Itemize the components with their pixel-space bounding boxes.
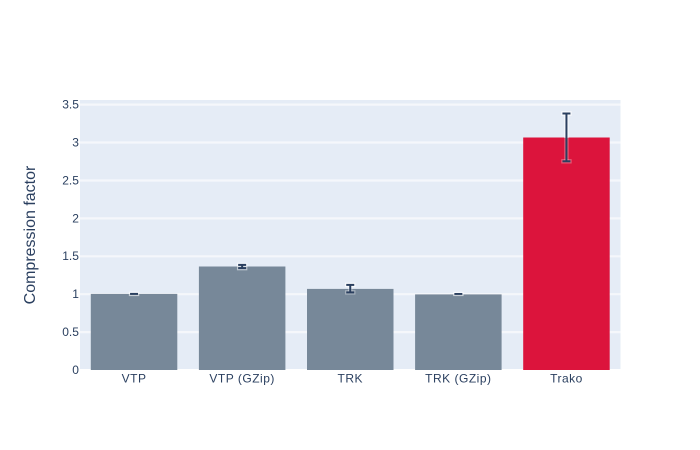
svg-text:3: 3 (72, 135, 79, 149)
svg-text:Compression factor: Compression factor (22, 165, 39, 304)
svg-text:1: 1 (72, 287, 79, 301)
svg-text:2: 2 (72, 211, 79, 225)
svg-text:TRK: TRK (338, 372, 364, 386)
svg-text:3.5: 3.5 (62, 98, 79, 112)
svg-text:TRK (GZip): TRK (GZip) (425, 372, 491, 386)
svg-text:VTP: VTP (122, 372, 147, 386)
svg-text:0.5: 0.5 (62, 325, 79, 339)
svg-text:2.5: 2.5 (62, 173, 79, 187)
svg-text:0: 0 (72, 363, 79, 377)
svg-text:VTP (GZip): VTP (GZip) (209, 372, 274, 386)
svg-text:Trako: Trako (550, 372, 583, 386)
svg-text:1.5: 1.5 (62, 249, 79, 263)
